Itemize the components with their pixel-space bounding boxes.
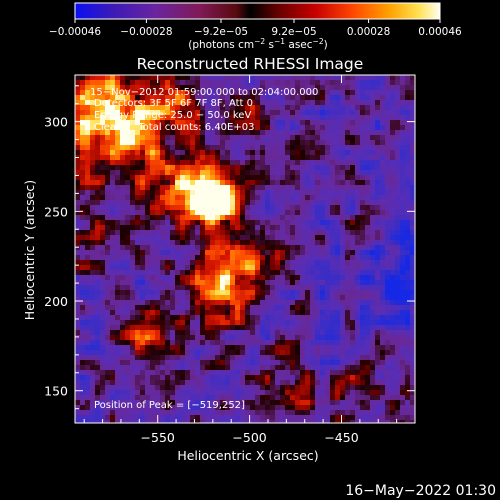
info-line-detectors: Detectors: 3F 5F 6F 7F 8F, Att 0: [94, 98, 253, 109]
colorbar-tick-label: 0.00046: [418, 26, 462, 38]
colorbar-units: (photons cm−2 s−1 asec−2): [188, 37, 327, 51]
y-axis: 150 200 250 300: [44, 85, 415, 410]
info-line-counts: Clean Total counts: 6.40E+03: [94, 122, 254, 133]
colorbar-tick-label: 9.2e−05: [271, 26, 316, 38]
x-axis: −550 −500 −450: [83, 75, 398, 445]
colorbar-tick-label: −0.00028: [120, 26, 172, 38]
colorbar: −0.00046 −0.00028 −9.2e−05 9.2e−05 0.00028 0.…: [49, 2, 462, 51]
peak-position-label: Position of Peak = [−519,252]: [94, 400, 245, 411]
x-axis-label: Heliocentric X (arcsec): [177, 448, 318, 463]
y-tick-label: 250: [44, 204, 68, 219]
y-tick-label: 150: [44, 384, 68, 399]
colorbar-tick-label: −0.00046: [49, 26, 102, 38]
x-tick-label: −450: [324, 430, 358, 445]
info-line-time: 15−Nov−2012 01:59:00.000 to 02:04:00.000: [90, 87, 318, 98]
y-tick-label: 200: [44, 294, 68, 309]
y-tick-label: 300: [44, 115, 68, 130]
colorbar-tick-label: 0.00028: [347, 26, 390, 38]
colorbar-tick-label: −9.2e−05: [194, 26, 248, 38]
plot-frame: [74, 74, 416, 424]
colorbar-ticks: −0.00046 −0.00028 −9.2e−05 9.2e−05 0.00028 0.…: [49, 19, 462, 38]
x-tick-label: −500: [232, 430, 266, 445]
image-title: Reconstructed RHESSI Image: [137, 55, 364, 73]
info-line-energy: Energy Range: 25.0 − 50.0 keV: [94, 110, 251, 121]
footer-timestamp: 16−May−2022 01:30: [345, 483, 496, 499]
colorbar-gradient: [74, 2, 441, 20]
info-overlay: 15−Nov−2012 01:59:00.000 to 02:04:00.000…: [90, 87, 318, 411]
y-axis-label: Heliocentric Y (arcsec): [22, 180, 37, 320]
x-tick-label: −550: [141, 430, 175, 445]
